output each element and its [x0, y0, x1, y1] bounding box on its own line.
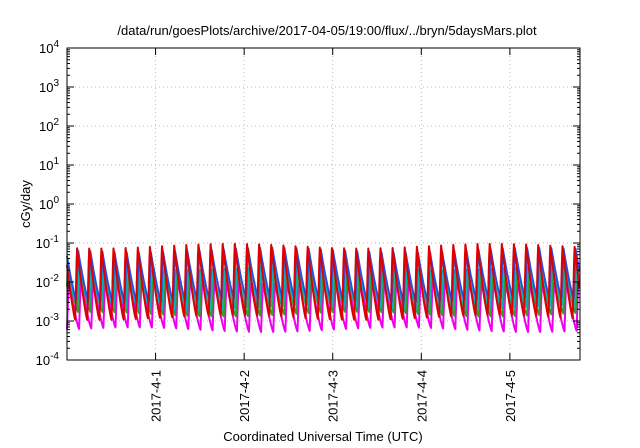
y-tick-label: 104 [39, 39, 59, 56]
x-tick-labels: 2017-4-1 2017-4-2 2017-4-3 2017-4-4 2017-4-5 [149, 370, 518, 422]
x-tick-label: 2017-4-1 [149, 370, 164, 422]
series-group [66, 242, 581, 333]
y-tick-label: 10-4 [36, 351, 60, 368]
y-tick-label: 102 [39, 117, 59, 134]
x-tick-label: 2017-4-4 [414, 370, 429, 422]
series-line [66, 242, 581, 321]
y-tick-label: 10-1 [36, 234, 60, 251]
chart-title: /data/run/goesPlots/archive/2017-04-05/1… [117, 23, 537, 38]
x-tick-label: 2017-4-2 [237, 370, 252, 422]
ticks [67, 47, 580, 361]
y-axis-label: cGy/day [18, 180, 33, 228]
x-axis-label: Coordinated Universal Time (UTC) [223, 429, 422, 444]
x-tick-label: 2017-4-5 [503, 370, 518, 422]
y-tick-label: 100 [39, 195, 59, 212]
y-tick-label: 101 [39, 156, 59, 173]
y-tick-label: 103 [39, 78, 59, 95]
y-tick-label: 10-2 [36, 273, 60, 290]
x-tick-label: 2017-4-3 [326, 370, 341, 422]
y-tick-labels: 10-4 10-3 10-2 10-1 100 101 102 103 104 [36, 39, 60, 368]
y-tick-label: 10-3 [36, 312, 60, 329]
